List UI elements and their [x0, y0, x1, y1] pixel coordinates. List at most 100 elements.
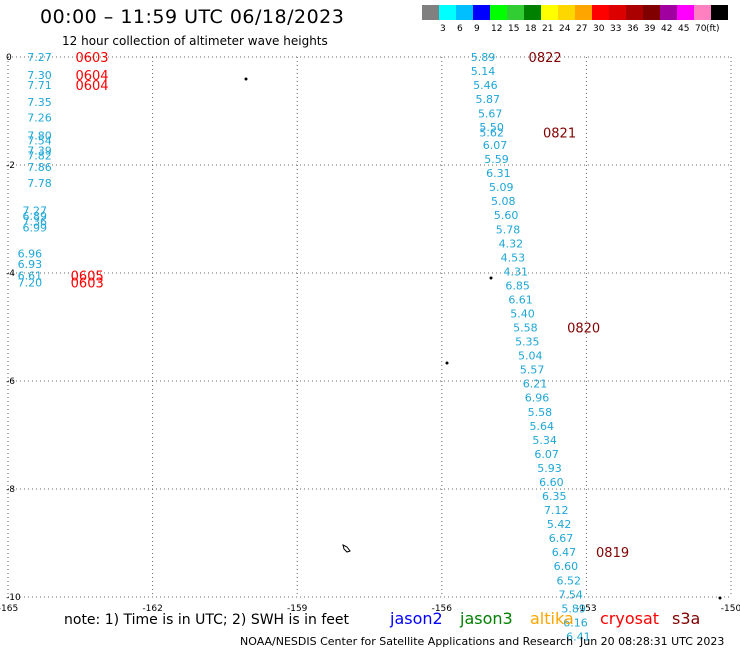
wave-height-label: 5.46 [473, 79, 498, 92]
island-dot [718, 596, 722, 600]
legend-swatch [541, 5, 558, 20]
wave-height-label: 4.53 [501, 251, 526, 264]
wave-height-label: 6.21 [523, 378, 548, 391]
wave-height-label: 5.57 [520, 364, 545, 377]
legend-swatch [626, 5, 643, 20]
pass-time-label: 0604 [75, 79, 108, 94]
wave-height-label: 5.93 [537, 462, 562, 475]
page-title: 00:00 – 11:59 UTC 06/18/2023 [40, 6, 345, 28]
wave-height-label: 6.07 [534, 448, 559, 461]
wave-height-label: 7.20 [18, 277, 43, 290]
legend-swatch [609, 5, 626, 20]
wave-height-label: 7.39 [27, 144, 51, 157]
wave-height-label: 7.71 [27, 79, 51, 92]
legend-swatch [490, 5, 507, 20]
wave-height-label: 5.42 [547, 518, 572, 531]
legend-swatch [473, 5, 490, 20]
legend-label: 70 [695, 24, 707, 34]
pass-time-label: 0822 [529, 51, 562, 66]
legend-label: 3 [440, 24, 446, 34]
legend-label: 9 [474, 24, 480, 34]
wave-height-label: 6.16 [563, 616, 588, 629]
wave-height-label: 7.36 [22, 216, 47, 229]
wave-height-label: 6.60 [554, 560, 579, 573]
legend-swatch [711, 5, 728, 20]
legend-swatch [643, 5, 660, 20]
legend-swatch [694, 5, 711, 20]
wave-height-label: 6.31 [486, 167, 511, 180]
wave-height-label: 6.99 [22, 222, 47, 235]
wave-height-label: 5.59 [484, 153, 509, 166]
island-dot [244, 77, 248, 81]
satellite-name: jason2 [390, 609, 443, 628]
legend-swatch [575, 5, 592, 20]
wave-height-label: 7.80 [27, 129, 51, 142]
legend-swatch [422, 5, 439, 20]
legend-label: 21 [542, 24, 554, 34]
wave-height-label: 5.89 [561, 602, 586, 615]
legend-swatch [524, 5, 541, 20]
wave-height-label: 7.35 [27, 96, 51, 109]
wave-height-label: 6.41 [566, 630, 591, 643]
wave-height-label: 6.60 [539, 476, 564, 489]
wave-height-label: 5.09 [489, 181, 514, 194]
lat-tick-label: -4 [6, 269, 15, 279]
legend-label: 27 [576, 24, 588, 34]
wave-height-label: 6.35 [542, 490, 567, 503]
legend-swatch [439, 5, 456, 20]
wave-height-label: 5.64 [530, 420, 555, 433]
legend-label: 24 [559, 24, 571, 34]
wave-height-label: 5.34 [532, 434, 557, 447]
credit-line: NOAA/NESDIS Center for Satellite Applica… [240, 635, 574, 648]
legend-label: 15 [508, 24, 520, 34]
wave-height-label: 7.78 [27, 177, 51, 190]
wave-height-label: 5.60 [494, 209, 518, 222]
legend-label: 12 [491, 24, 503, 34]
legend-label: 33 [610, 24, 622, 34]
pass-time-label: 0604 [75, 69, 108, 84]
island-outline [342, 544, 351, 553]
legend-swatch [677, 5, 694, 20]
lat-tick-label: -6 [6, 377, 15, 387]
satellite-name: jason3 [460, 609, 513, 628]
lon-tick-label: -165 [0, 604, 18, 614]
wave-height-label: 5.89 [471, 51, 496, 64]
island-dot [445, 361, 449, 365]
wave-height-label: 5.50 [479, 121, 504, 134]
lat-tick-label: -10 [6, 593, 21, 603]
pass-time-label: 0819 [596, 546, 629, 561]
legend-label: 36 [627, 24, 639, 34]
page-subtitle: 12 hour collection of altimeter wave hei… [62, 34, 328, 48]
legend-label: 18 [525, 24, 537, 34]
wave-height-label: 7.26 [27, 111, 51, 124]
legend-swatch [456, 5, 473, 20]
wave-height-label: 5.58 [528, 406, 553, 419]
lat-tick-label: -8 [6, 485, 15, 495]
legend-swatch [507, 5, 524, 20]
wave-height-label: 5.62 [479, 127, 504, 140]
lon-tick-label: -162 [142, 604, 162, 614]
lon-tick-label: -156 [432, 604, 453, 614]
island-dot [489, 276, 493, 280]
legend-label: 45 [678, 24, 690, 34]
wave-height-label: 5.35 [515, 336, 540, 349]
legend-swatch [592, 5, 609, 20]
legend-label: 30 [593, 24, 605, 34]
lat-tick-label: -2 [6, 161, 15, 171]
satellite-name: s3a [672, 609, 701, 628]
wave-height-label: 5.04 [518, 350, 543, 363]
pass-time-label: 0821 [543, 127, 576, 142]
pass-time-label: 0603 [71, 277, 104, 292]
wave-height-label: 6.07 [483, 139, 508, 152]
pass-time-label: 0603 [75, 51, 108, 66]
wave-height-label: 6.96 [18, 248, 43, 261]
wave-height-label: 6.61 [18, 270, 43, 283]
wave-height-label: 7.30 [27, 69, 51, 82]
satellite-name: cryosat [600, 609, 660, 628]
wave-height-label: 7.27 [22, 204, 47, 217]
wave-height-label: 6.52 [557, 574, 582, 587]
lon-tick-label: -153 [576, 604, 596, 614]
satellite-name: altika [530, 609, 574, 628]
wave-height-label: 4.32 [499, 237, 524, 250]
